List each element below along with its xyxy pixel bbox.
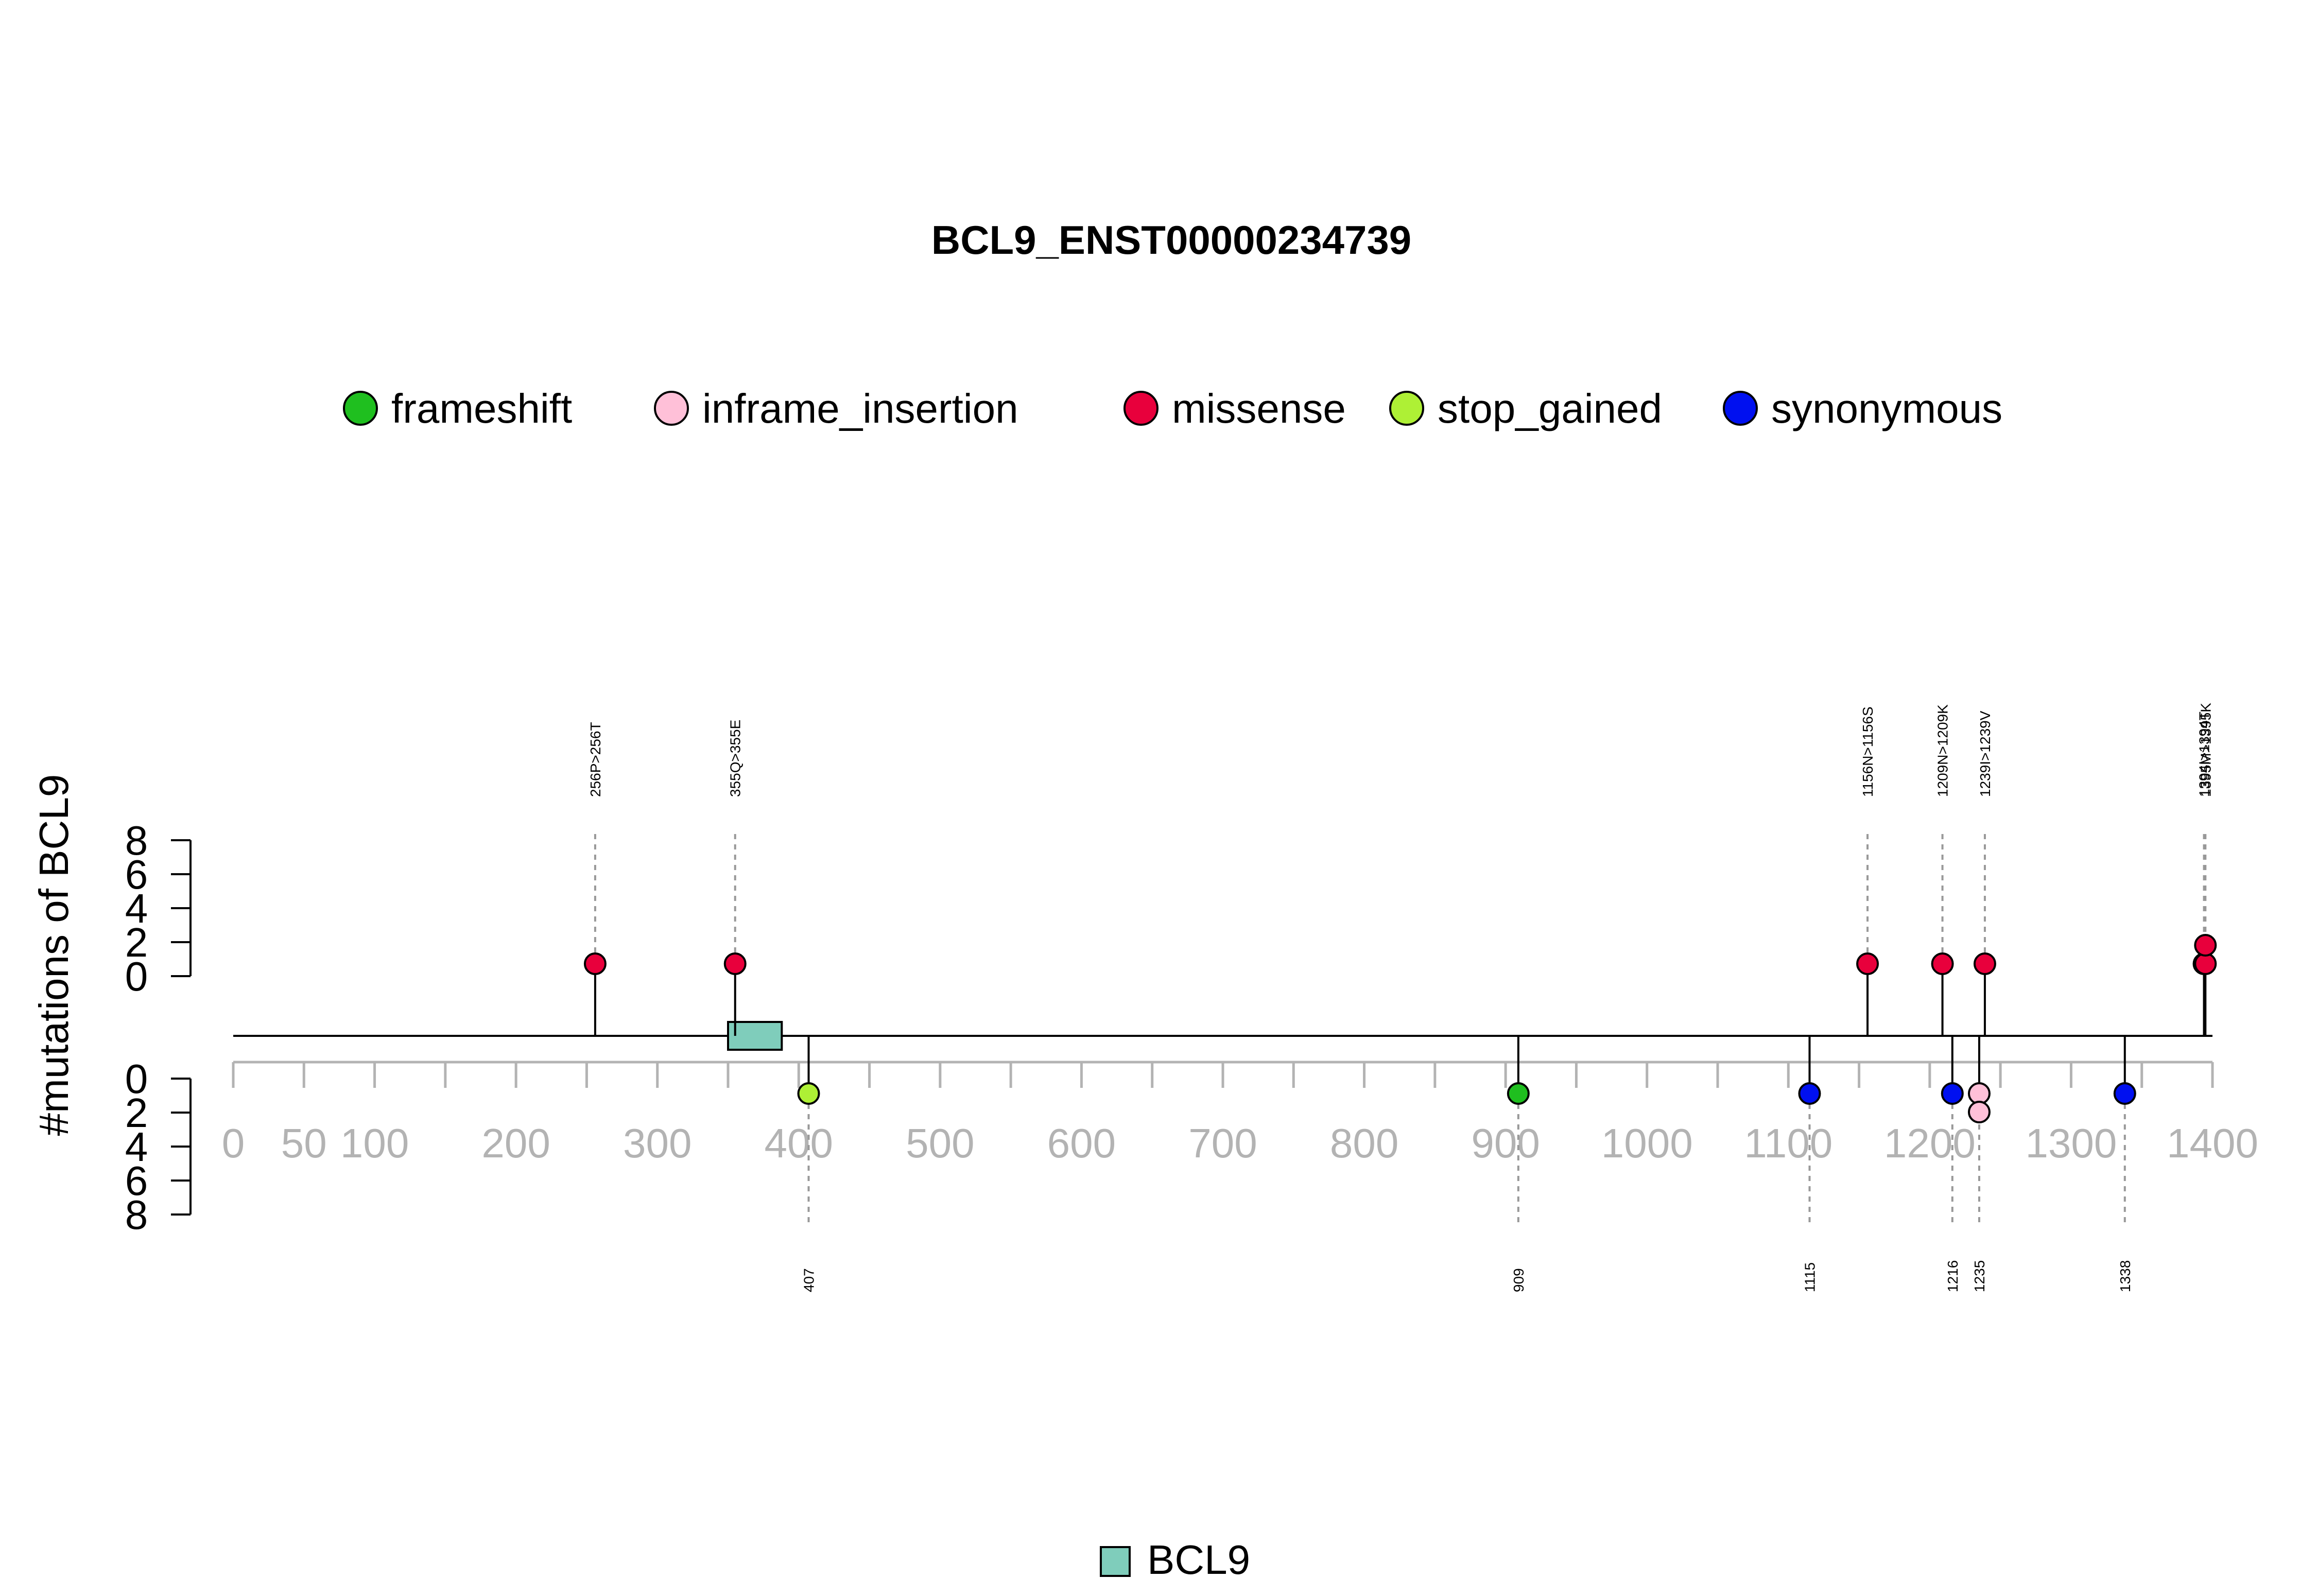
y-tick-label: 0 [125, 953, 148, 999]
legend-label: missense [1172, 386, 1346, 431]
mutation-label: 1395M>1395K [2198, 703, 2214, 797]
mutation-label: 1235 [1972, 1260, 1987, 1292]
mutation-label: 1394I>1394T [2197, 712, 2212, 797]
mutation-label: 909 [1511, 1268, 1527, 1292]
mutation-point [2113, 1082, 2136, 1105]
legend-marker [1723, 391, 1758, 426]
mutation-point [723, 952, 747, 975]
legend-item-inframe-insertion: inframe_insertion [654, 386, 1018, 431]
legend-item-synonymous: synonymous [1723, 386, 2002, 431]
mutation-bottom-909: 909 [1507, 1036, 1530, 1292]
x-tick-label: 0 [222, 1120, 245, 1166]
mutation-bottom-1235: 1235 [1967, 1036, 1991, 1292]
mutation-top-1395: 1395M>1395K [2194, 703, 2217, 1036]
x-tick-label: 100 [340, 1120, 409, 1166]
top-mutations: 256P>256T 355Q>355E 1156N>1156S 1209N>1209K… [583, 703, 2217, 1036]
y-tick-label: 6 [125, 1158, 148, 1204]
mutation-bottom-1338: 1338 [2113, 1036, 2136, 1292]
mutation-point [1941, 1082, 1964, 1105]
mutation-point [2194, 934, 2217, 957]
legend-marker [343, 391, 378, 426]
legend-label: inframe_insertion [702, 386, 1018, 431]
domain-legend-swatch [1100, 1546, 1131, 1577]
legend-label: synonymous [1771, 386, 2002, 431]
x-tick-label: 50 [281, 1120, 327, 1166]
mutation-label: 1156N>1156S [1860, 706, 1876, 797]
y-tick-label: 4 [125, 1124, 148, 1170]
x-tick-label: 1400 [2167, 1120, 2258, 1166]
x-tick-label: 700 [1188, 1120, 1257, 1166]
mutation-label: 1115 [1802, 1262, 1818, 1292]
mutation-point [1507, 1082, 1530, 1105]
mutation-top-1156: 1156N>1156S [1856, 706, 1879, 1036]
mutation-top-355: 355Q>355E [723, 720, 747, 1036]
legend-item-missense: missense [1123, 386, 1346, 431]
x-tick-label: 800 [1330, 1120, 1398, 1166]
x-tick-label: 300 [623, 1120, 691, 1166]
x-tick-label: 1300 [2025, 1120, 2117, 1166]
mutation-top-1239: 1239I>1239V [1973, 710, 1996, 1036]
mutation-point [1798, 1082, 1821, 1105]
x-tick-label: 900 [1471, 1120, 1540, 1166]
mutation-label: 1216 [1945, 1260, 1961, 1292]
mutation-label: 1338 [2117, 1260, 2133, 1292]
x-tick-label: 1100 [1744, 1120, 1832, 1166]
y-tick-label: 8 [125, 1192, 148, 1238]
mutation-top-256: 256P>256T [583, 722, 607, 1036]
x-tick-label: 200 [481, 1120, 550, 1166]
x-tick-label: 1000 [1601, 1120, 1693, 1166]
mutation-top-1209: 1209N>1209K [1931, 704, 1954, 1036]
mutation-point [1973, 952, 1996, 975]
y-tick-label: 2 [125, 1090, 148, 1136]
legend-item-stop-gained: stop_gained [1389, 386, 1662, 431]
mutation-point [1967, 1101, 1991, 1123]
domain-legend-label: BCL9 [1147, 1537, 1250, 1583]
legend-marker [654, 391, 689, 426]
mutation-label: 407 [801, 1268, 817, 1292]
x-tick-label: 400 [765, 1120, 833, 1166]
chart-title: BCL9_ENST00000234739 [931, 217, 1411, 263]
x-axis: 0 50 100 200 300 400 500 600 700 800 900 1000 1100 12… [222, 1061, 2258, 1166]
legend-item-frameshift: frameshift [343, 386, 572, 431]
y-tick-label: 8 [125, 818, 148, 863]
x-tick-label: 600 [1047, 1120, 1116, 1166]
legend-label: frameshift [391, 386, 572, 431]
mutation-label: 1209N>1209K [1935, 704, 1951, 797]
legend-marker [1389, 391, 1424, 426]
legend-label: stop_gained [1438, 386, 1662, 431]
x-tick-label: 500 [906, 1120, 974, 1166]
mutation-bottom-407: 407 [797, 1036, 820, 1292]
mutation-bottom-1216: 1216 [1941, 1036, 1964, 1292]
mutation-label: 1239I>1239V [1977, 710, 1993, 797]
mutation-point [583, 952, 607, 975]
domain-legend: BCL9 [1100, 1537, 1250, 1583]
y-tick-label: 2 [125, 920, 148, 965]
mutation-point [1931, 952, 1954, 975]
mutation-point [797, 1082, 820, 1105]
x-tick-label: 1200 [1884, 1120, 1976, 1166]
domain-legend-item-bcl9: BCL9 [1100, 1537, 1250, 1583]
legend-marker [1123, 391, 1158, 426]
mutation-bottom-1115: 1115 [1798, 1036, 1821, 1292]
mutation-label: 355Q>355E [728, 720, 743, 797]
y-tick-label: 0 [125, 1056, 148, 1102]
mutation-label: 256P>256T [587, 722, 603, 797]
y-axis-label: #mutations of BCL9 [31, 774, 77, 1136]
y-tick-label: 6 [125, 852, 148, 897]
bottom-mutations: 407 909 1115 1216 1235 1338 [797, 1036, 2136, 1292]
y-tick-label: 4 [125, 886, 148, 931]
domain-bcl9 [727, 1021, 783, 1051]
legend: frameshift inframe_insertion missense stop_… [343, 386, 2002, 431]
mutation-point [1856, 952, 1879, 975]
